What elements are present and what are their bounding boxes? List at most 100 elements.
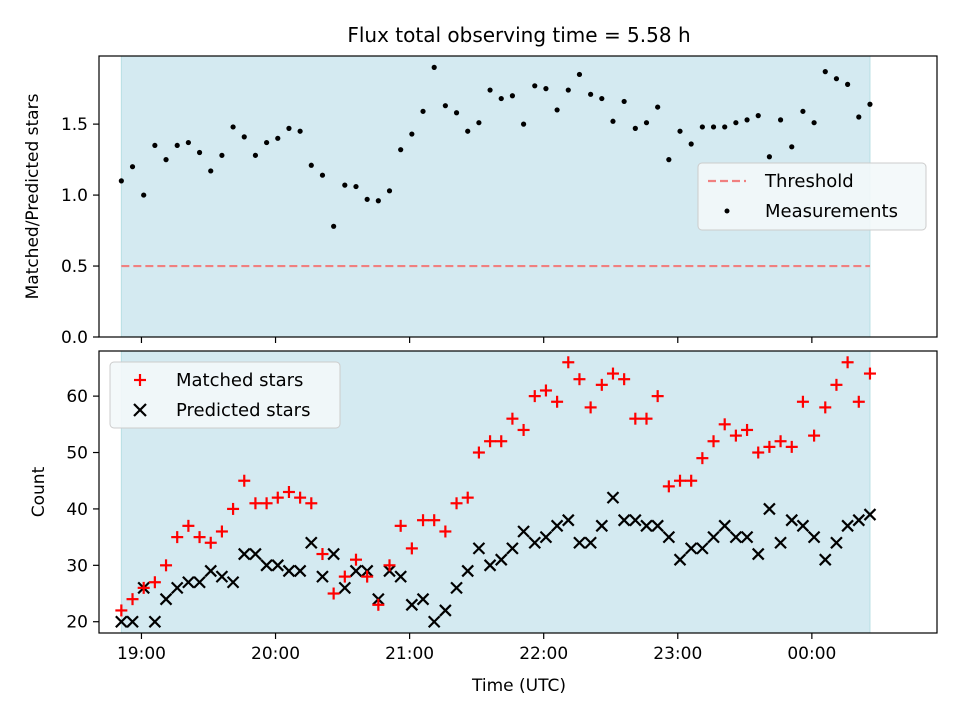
matched-star-point: [282, 486, 295, 498]
predicted-star-point: [573, 536, 586, 550]
predicted-star-point: [539, 530, 553, 544]
measurement-point: [498, 95, 504, 102]
predicted-star-point: [763, 502, 776, 516]
measurement-point: [364, 196, 370, 202]
predicted-star-point: [662, 530, 676, 544]
predicted-star-point: [684, 542, 698, 555]
matched-star-point: [796, 395, 809, 408]
measurement-point: [822, 69, 828, 75]
matched-star-point: [841, 356, 854, 369]
predicted-star-point: [740, 530, 754, 544]
predicted-star-point: [528, 536, 542, 550]
matched-star-point: [193, 531, 206, 544]
matched-star-point: [271, 491, 284, 504]
predicted-star-point: [170, 581, 184, 595]
predicted-star-point: [204, 564, 218, 578]
predicted-star-point: [416, 592, 430, 606]
matched-star-point: [662, 480, 675, 493]
measurement-point: [308, 162, 314, 168]
top-y-ticks: 0.0 0.5 1.0 1.5: [61, 115, 99, 348]
matched-star-point: [707, 435, 720, 448]
measurement-point: [755, 113, 761, 119]
matched-star-point: [472, 446, 485, 459]
legend-predicted-swatch: [133, 403, 147, 417]
bottom-legend-box: [109, 361, 341, 429]
predicted-star-point: [852, 513, 866, 527]
predicted-star-point: [774, 536, 787, 550]
measurement-point: [129, 164, 136, 170]
predicted-star-point: [483, 559, 497, 572]
matched-star-point: [327, 587, 340, 600]
measurement-point: [152, 142, 158, 149]
x-axis-label: Time (UTC): [471, 676, 566, 696]
predicted-star-point: [506, 542, 519, 555]
measurement-point: [520, 121, 527, 127]
predicted-star-point: [785, 513, 799, 527]
predicted-star-point: [718, 519, 731, 533]
predicted-star-point: [796, 519, 810, 533]
measurement-point: [431, 64, 437, 70]
predicted-star-point: [830, 536, 843, 550]
matched-star-point: [115, 604, 128, 617]
matched-star-point: [685, 474, 698, 487]
predicted-star-point: [115, 615, 128, 628]
predicted-star-point: [651, 519, 664, 533]
matched-star-point: [551, 395, 564, 408]
matched-star-point: [160, 559, 173, 572]
measurement-point: [409, 131, 415, 137]
matched-star-point: [539, 384, 552, 397]
y-tick-label: 0.5: [61, 257, 88, 277]
predicted-star-point: [427, 615, 441, 628]
measurement-point: [230, 124, 236, 130]
measurement-point: [789, 144, 795, 150]
predicted-star-point: [271, 559, 285, 572]
predicted-star-point: [159, 592, 173, 606]
matched-star-point: [562, 356, 575, 369]
measurement-point: [297, 128, 303, 134]
matched-star-point: [484, 435, 497, 448]
measurement-point: [621, 98, 627, 105]
measurement-point: [174, 142, 180, 149]
legend-measurements-label: Measurements: [765, 201, 898, 222]
measurement-point: [543, 86, 549, 92]
legend-matched-swatch: [134, 374, 146, 386]
matched-star-point: [852, 395, 865, 408]
measurement-point: [710, 124, 717, 130]
measurement-point: [386, 188, 393, 194]
measurement-point: [800, 108, 806, 114]
legend-matched-label: Matched stars: [176, 370, 303, 391]
predicted-star-point: [126, 615, 139, 628]
matched-star-point: [316, 548, 329, 561]
predicted-star-point: [237, 547, 251, 561]
matched-star-point: [752, 446, 765, 459]
predicted-star-point: [617, 513, 631, 527]
predicted-star-point: [182, 575, 195, 589]
matched-star-point: [182, 519, 195, 532]
measurement-point: [286, 125, 292, 131]
predicted-star-point: [472, 542, 486, 555]
matched-star-point: [763, 440, 776, 453]
predicted-star-point: [584, 536, 597, 550]
matched-star-point: [439, 525, 452, 538]
measurement-point: [677, 128, 683, 134]
matched-star-point: [696, 452, 709, 465]
predicted-star-point: [405, 598, 419, 612]
matched-star-point: [785, 440, 798, 453]
matched-star-point: [506, 412, 519, 425]
measurement-point: [532, 83, 538, 89]
measurement-point: [264, 139, 270, 146]
predicted-star-point: [729, 530, 743, 544]
legend-predicted-label: Predicted stars: [176, 400, 310, 421]
x-tick-label: 23:00: [653, 644, 702, 664]
x-tick-label: 21:00: [385, 644, 434, 664]
x-tick-label: 22:00: [519, 644, 568, 664]
measurement-point: [632, 125, 638, 131]
matched-star-point: [148, 576, 161, 589]
matched-star-point: [405, 542, 418, 555]
predicted-star-point: [394, 570, 407, 583]
measurement-point: [811, 120, 817, 126]
x-tick-label: 19:00: [117, 644, 166, 664]
measurement-point: [331, 223, 337, 229]
matched-star-point: [227, 502, 240, 515]
matched-star-point: [349, 553, 362, 566]
